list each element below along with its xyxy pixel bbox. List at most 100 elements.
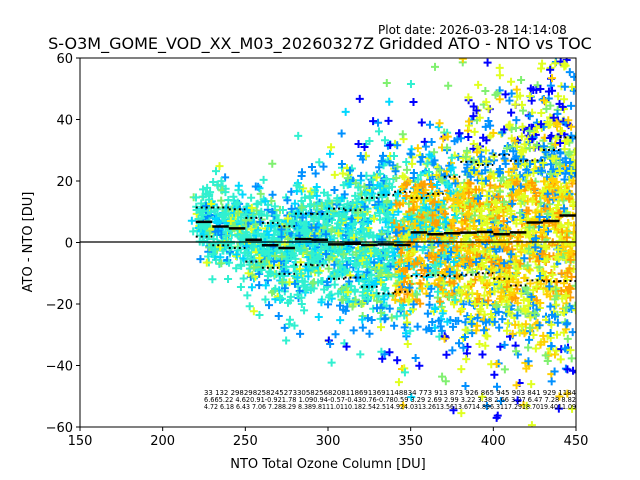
scatter-point [349,326,358,335]
scatter-point [448,217,457,226]
scatter-point [449,300,458,309]
scatter-point [330,186,339,195]
x-tick-label: 250 [233,434,258,449]
scatter-point [440,334,449,343]
scatter-point [209,178,218,187]
scatter-point [376,278,385,287]
scatter-point [427,152,436,161]
scatter-point [360,142,369,151]
scatter-point [455,129,464,138]
scatter-point [526,84,535,93]
scatter-point [374,118,383,127]
scatter-point [382,174,391,183]
scatter-point [356,151,365,160]
scatter-point [546,120,555,129]
scatter-point [352,248,361,257]
scatter-point [355,94,364,103]
scatter-point [378,354,387,363]
scatter-point [431,219,440,228]
scatter-point [357,171,366,180]
scatter-point [489,223,498,232]
scatter-point [296,329,305,338]
scatter-point [567,354,576,363]
scatter-point [510,260,519,269]
scatter-point [548,310,557,319]
scatter-point [337,160,346,169]
x-tick-label: 150 [68,434,93,449]
scatter-point [337,216,346,225]
scatter-point [418,284,427,293]
scatter-point [417,206,426,215]
scatter-point [420,137,429,146]
scatter-point [312,183,321,192]
scatter-point [530,184,539,193]
scatter-point [503,319,512,328]
scatter-point [557,286,566,295]
scatter-point [490,251,499,260]
scatter-point [285,315,294,324]
scatter-point [449,257,458,266]
scatter-point [552,177,561,186]
scatter-point [449,322,458,331]
scatter-point [454,286,463,295]
scatter-point [530,165,539,174]
scatter-point [466,318,475,327]
scatter-point [502,326,511,335]
scatter-point [461,332,470,341]
scatter-point [299,220,308,229]
scatter-point [495,63,504,72]
scatter-point [435,119,444,128]
scatter-point [524,265,533,274]
scatter-point [506,210,515,219]
scatter-point [570,161,576,170]
scatter-point [365,196,374,205]
scatter-point [405,283,414,292]
scatter-point [561,61,570,70]
scatter-point [320,188,329,197]
scatter-point [560,204,569,213]
scatter-point [305,192,314,201]
scatter-point [213,180,222,189]
scatter-point [437,326,446,335]
y-tick-label: −40 [46,360,73,375]
scatter-point [282,255,291,264]
scatter-point [222,209,231,218]
scatter-point [566,255,575,264]
scatter-point [552,300,561,309]
scatter-point [491,300,500,309]
scatter-point [524,357,533,366]
scatter-point [512,177,521,186]
scatter-point [251,220,260,229]
scatter-point [232,250,241,259]
scatter-point [390,151,399,160]
scatter-point [238,190,247,199]
scatter-point [287,220,296,229]
scatter-point [470,300,479,309]
scatter-point [453,191,462,200]
scatter-point [470,245,479,254]
scatter-point [277,232,286,241]
scatter-point [546,160,555,169]
scatter-point [402,165,411,174]
scatter-point [372,296,381,305]
scatter-point [237,261,246,270]
scatter-point [374,197,383,206]
scatter-point [242,230,251,239]
scatter-point [504,167,513,176]
scatter-point [536,298,545,307]
x-tick-label: 200 [150,434,175,449]
scatter-point [567,272,576,281]
scatter-point [300,306,309,315]
scatter-point [297,172,306,181]
scatter-point [410,247,419,256]
scatter-point [550,154,559,163]
scatter-point [388,256,397,265]
scatter-point [447,221,456,230]
scatter-point [247,193,256,202]
scatter-point [419,189,428,198]
scatter-point [556,355,565,364]
scatter-point [554,404,563,413]
scatter-point [483,58,492,67]
scatter-point [216,253,225,262]
scatter-point [224,275,233,284]
